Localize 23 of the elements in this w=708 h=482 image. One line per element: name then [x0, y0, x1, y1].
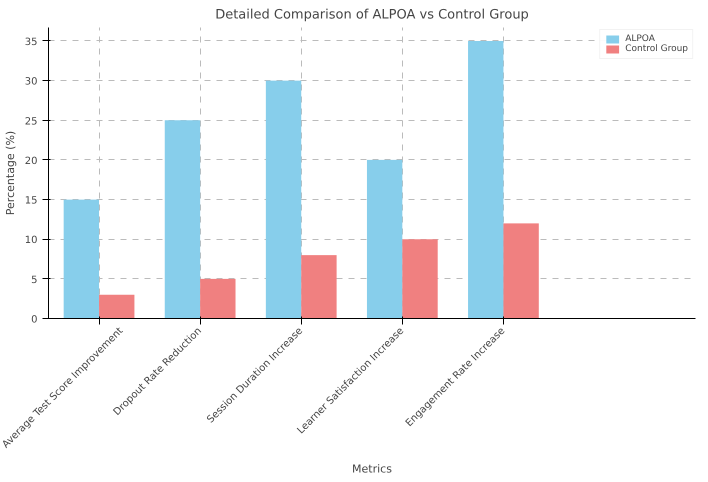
x-axis-title: Metrics — [352, 462, 392, 476]
bar — [99, 294, 134, 318]
y-tick-label: 15 — [24, 196, 38, 207]
bar — [503, 223, 539, 318]
bar — [301, 255, 337, 318]
bar — [164, 120, 200, 318]
y-tick-label: 10 — [24, 235, 38, 246]
legend-label: Control Group — [625, 44, 688, 54]
bar — [366, 160, 402, 318]
bar — [468, 40, 504, 318]
y-tick-label: 25 — [24, 116, 38, 128]
y-tick-label: 5 — [31, 274, 38, 286]
bar — [402, 239, 438, 318]
y-tick-label: 30 — [24, 76, 38, 88]
y-tick-label: 20 — [24, 156, 38, 167]
y-tick-label: 0 — [31, 314, 38, 326]
bar — [64, 200, 100, 318]
bar — [200, 278, 236, 318]
y-axis-title: Percentage (%) — [4, 130, 17, 216]
chart-title: Detailed Comparison of ALPOA vs Control Group — [215, 8, 529, 22]
y-tick-label: 35 — [24, 36, 38, 48]
legend-label: ALPOA — [625, 34, 655, 44]
bar — [266, 80, 302, 318]
